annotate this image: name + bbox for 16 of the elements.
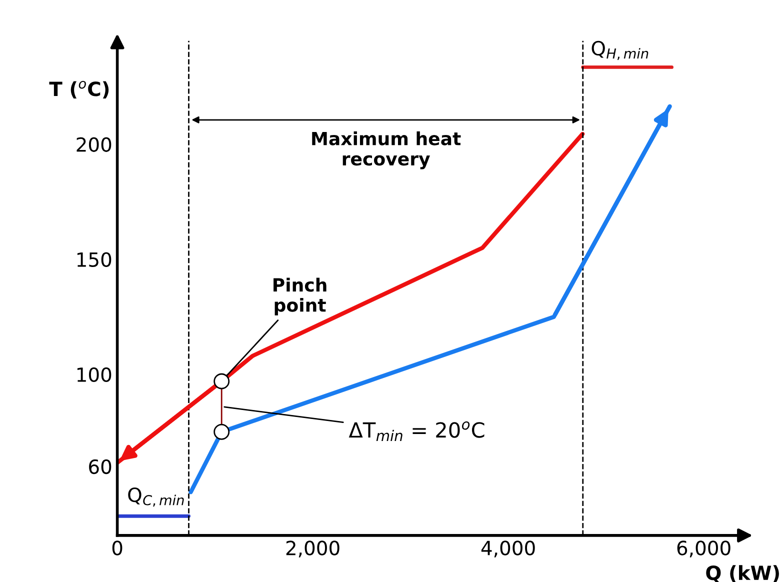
series-label: Q$_{H,min}$ <box>592 40 648 60</box>
line-series <box>117 132 585 465</box>
y-tick-label: 150 <box>77 252 112 267</box>
x-tick-label: 4,000 <box>481 540 535 558</box>
x-tick-label: 6,000 <box>677 540 730 558</box>
series-label: Q$_{C,min}$ <box>128 487 184 507</box>
annotation: Pinch point <box>274 278 326 316</box>
x-tick-label: 0 <box>112 540 122 556</box>
y-axis-title: T ($^{o}$C) <box>49 80 109 99</box>
annotation: ΔT$_{min}$ = 20$^{o}$C <box>348 421 484 441</box>
y-tick-label: 100 <box>77 367 112 382</box>
line-series <box>188 104 672 494</box>
x-tick-label: 2,000 <box>286 540 340 558</box>
annotation: Maximum heat recovery <box>312 131 461 170</box>
y-tick-label: 60 <box>89 459 112 474</box>
y-tick-label: 200 <box>76 137 112 152</box>
